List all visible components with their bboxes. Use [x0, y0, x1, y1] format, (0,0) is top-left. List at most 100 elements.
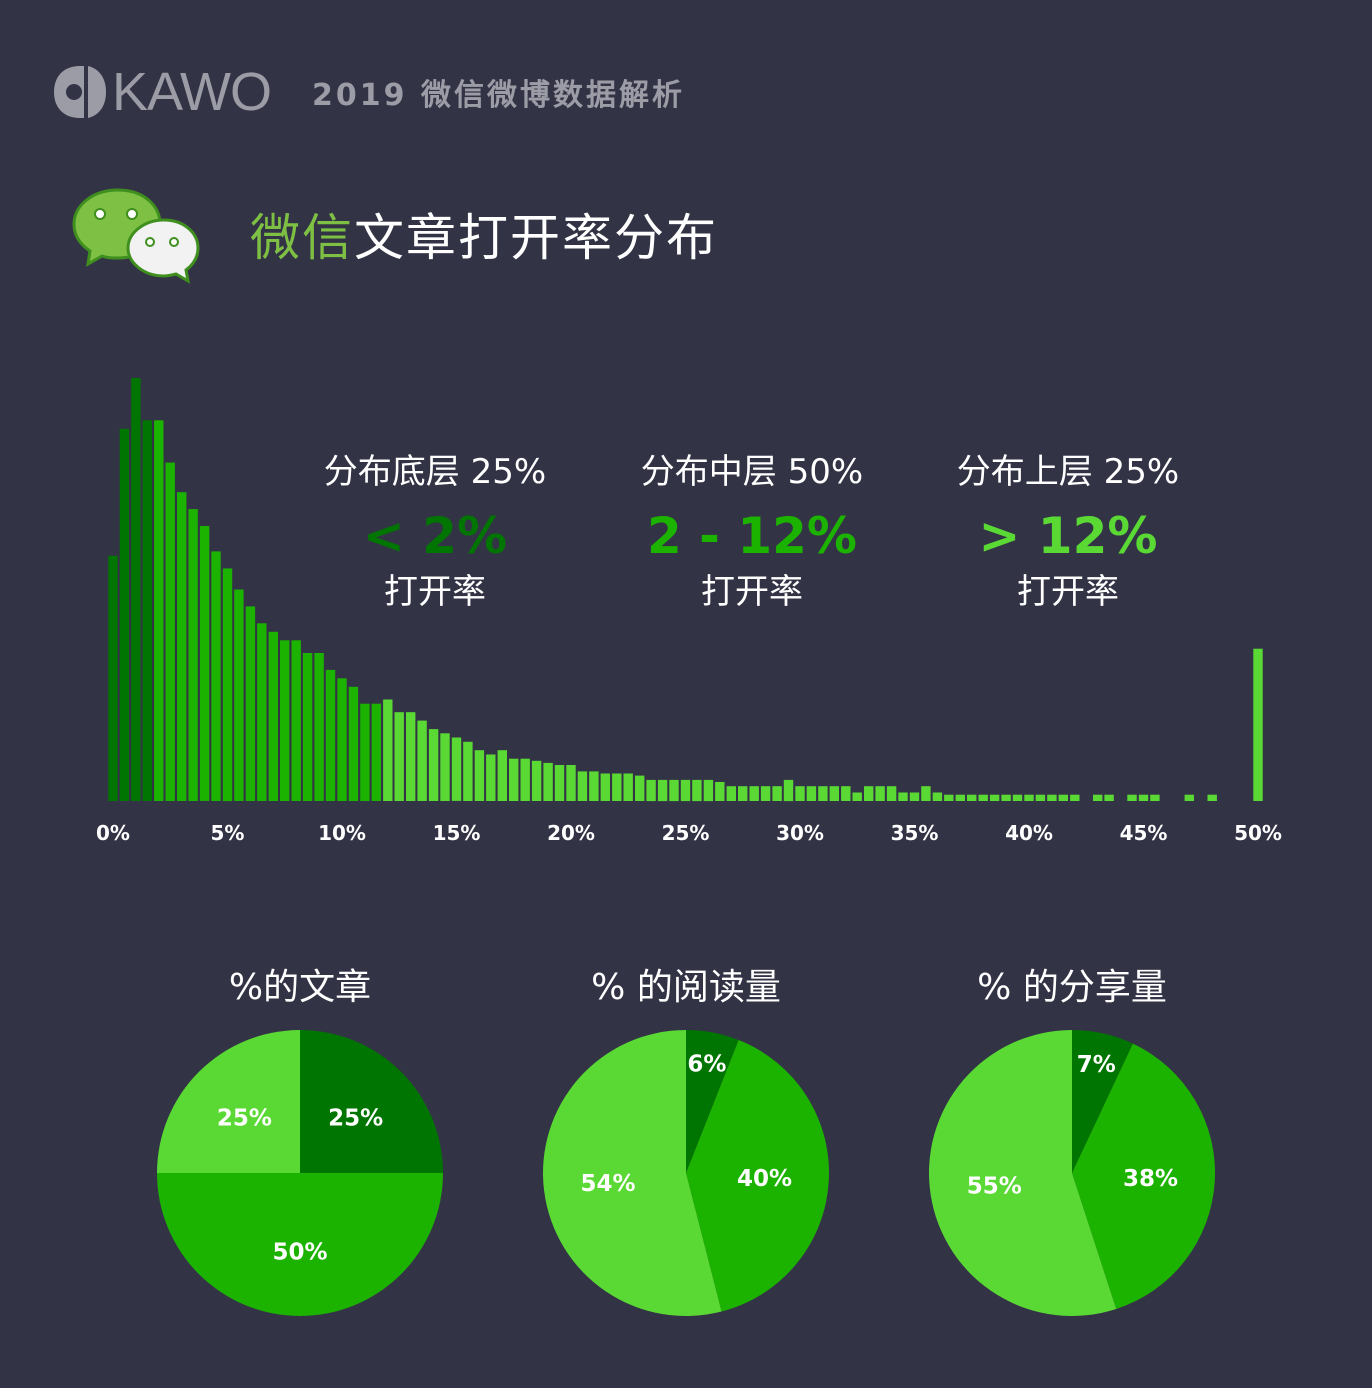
histogram-bar	[325, 669, 336, 801]
pie-slice	[686, 1040, 830, 1312]
histogram-bar	[1058, 794, 1068, 801]
histogram-bar	[406, 712, 416, 801]
histogram-bar	[222, 568, 233, 802]
histogram-bar	[177, 492, 187, 801]
pie-slice	[1072, 1030, 1133, 1173]
histogram-bar	[302, 653, 313, 801]
histogram-bar	[577, 771, 588, 801]
histogram-bar	[989, 794, 1000, 801]
histogram-bar	[1047, 794, 1057, 801]
histogram-bar	[1184, 794, 1194, 801]
histogram-bar	[841, 786, 851, 801]
histogram-bar	[142, 420, 152, 801]
histogram-bars	[108, 378, 1263, 802]
histogram-bar	[188, 509, 198, 801]
x-tick-label: 25%	[662, 821, 710, 845]
histogram-bar	[199, 526, 210, 801]
histogram-bar	[1207, 794, 1217, 801]
histogram-bar	[600, 773, 610, 801]
histogram-bar	[268, 631, 278, 801]
histogram-bar	[417, 720, 427, 801]
histogram-bar	[543, 762, 553, 801]
pie-slice-label: 50%	[272, 1240, 327, 1266]
pie-slice-label: 25%	[217, 1105, 272, 1131]
histogram-bar	[1127, 794, 1137, 801]
tier-top-range: > 12%	[978, 507, 1158, 565]
histogram-bar	[1070, 794, 1080, 801]
histogram-bar	[131, 378, 141, 801]
histogram-bar	[921, 786, 931, 801]
histogram-bar	[371, 703, 381, 801]
pie-slice	[157, 1030, 300, 1173]
histogram-bar	[257, 623, 267, 801]
pie-articles: 25% 50% 25%	[157, 1030, 443, 1316]
histogram-bar	[1035, 794, 1046, 801]
histogram-bar	[657, 779, 668, 802]
tier-middle: 分布中层 50% 2 - 12% 打开率	[602, 450, 902, 614]
pie-reads: 6% 40% 54%	[543, 1030, 830, 1316]
histogram-bar	[760, 786, 771, 801]
kawo-logo-icon	[54, 66, 106, 118]
section-title: 微信文章打开率分布	[250, 208, 718, 268]
x-tick-label: 20%	[547, 821, 595, 845]
x-tick-label: 45%	[1120, 821, 1168, 845]
x-tick-label: 5%	[211, 821, 245, 845]
histogram-bar	[726, 786, 736, 801]
histogram-bar	[1012, 794, 1023, 801]
histogram-bar	[245, 606, 256, 801]
histogram-bar	[738, 786, 748, 801]
tier-middle-label: 分布中层 50%	[640, 452, 864, 492]
histogram-bar	[864, 786, 874, 801]
histogram-bar	[1093, 794, 1103, 801]
histogram-bar	[211, 551, 221, 801]
histogram-bar	[1001, 794, 1011, 801]
histogram-bar	[486, 754, 496, 801]
pie-slice-label: 54%	[580, 1171, 635, 1197]
pie-slice-label: 40%	[737, 1166, 792, 1192]
tier-top-label: 分布上层 25%	[956, 452, 1180, 492]
section-title-rest: 文章打开率分布	[354, 209, 718, 267]
histogram-bar	[531, 760, 542, 801]
histogram-bar	[898, 792, 908, 801]
tier-bottom-label: 分布底层 25%	[323, 452, 547, 492]
open-rate-histogram: 0% 5% 10% 15% 20% 25% 30% 35% 40% 45% 50%	[96, 378, 1282, 845]
histogram-bar	[165, 462, 175, 801]
histogram-bar	[1150, 794, 1160, 801]
histogram-bar	[497, 750, 507, 801]
histogram-bar	[818, 786, 828, 801]
histogram-bar	[314, 653, 324, 801]
histogram-bar	[360, 703, 370, 801]
histogram-bar	[520, 758, 530, 801]
histogram-bar	[108, 555, 118, 801]
histogram-bar	[715, 782, 725, 801]
pie-slice	[157, 1173, 443, 1316]
histogram-bar	[646, 779, 656, 802]
section-title-accent: 微信	[250, 209, 354, 267]
histogram-bar	[383, 699, 393, 801]
histogram-bar	[474, 750, 485, 801]
tier-top-unit: 打开率	[1017, 572, 1119, 612]
histogram-bar	[337, 678, 347, 801]
tier-bottom-range: < 2%	[362, 507, 508, 565]
pie-slice-label: 25%	[328, 1105, 383, 1131]
histogram-bar	[554, 765, 565, 801]
histogram-bar	[509, 758, 519, 801]
pie-slice	[686, 1030, 739, 1173]
pie-articles-title: %的文章	[228, 967, 372, 1008]
histogram-bar	[612, 773, 622, 801]
histogram-x-ticks: 0% 5% 10% 15% 20% 25% 30% 35% 40% 45% 50%	[96, 821, 1282, 845]
histogram-bar	[635, 775, 645, 801]
pie-slice	[1072, 1043, 1216, 1309]
histogram-bar	[154, 420, 164, 801]
x-tick-label: 0%	[96, 821, 130, 845]
pie-slice	[928, 1030, 1117, 1316]
histogram-bar	[566, 765, 576, 801]
logo-text: KAWO	[112, 62, 272, 122]
histogram-bar	[463, 741, 473, 801]
histogram-bar	[749, 786, 759, 801]
pie-slice-label: 7%	[1077, 1052, 1116, 1078]
tier-middle-range: 2 - 12%	[646, 507, 858, 565]
histogram-bar	[440, 733, 450, 801]
kawo-logo: KAWO	[50, 62, 272, 122]
pie-slice	[543, 1030, 722, 1316]
